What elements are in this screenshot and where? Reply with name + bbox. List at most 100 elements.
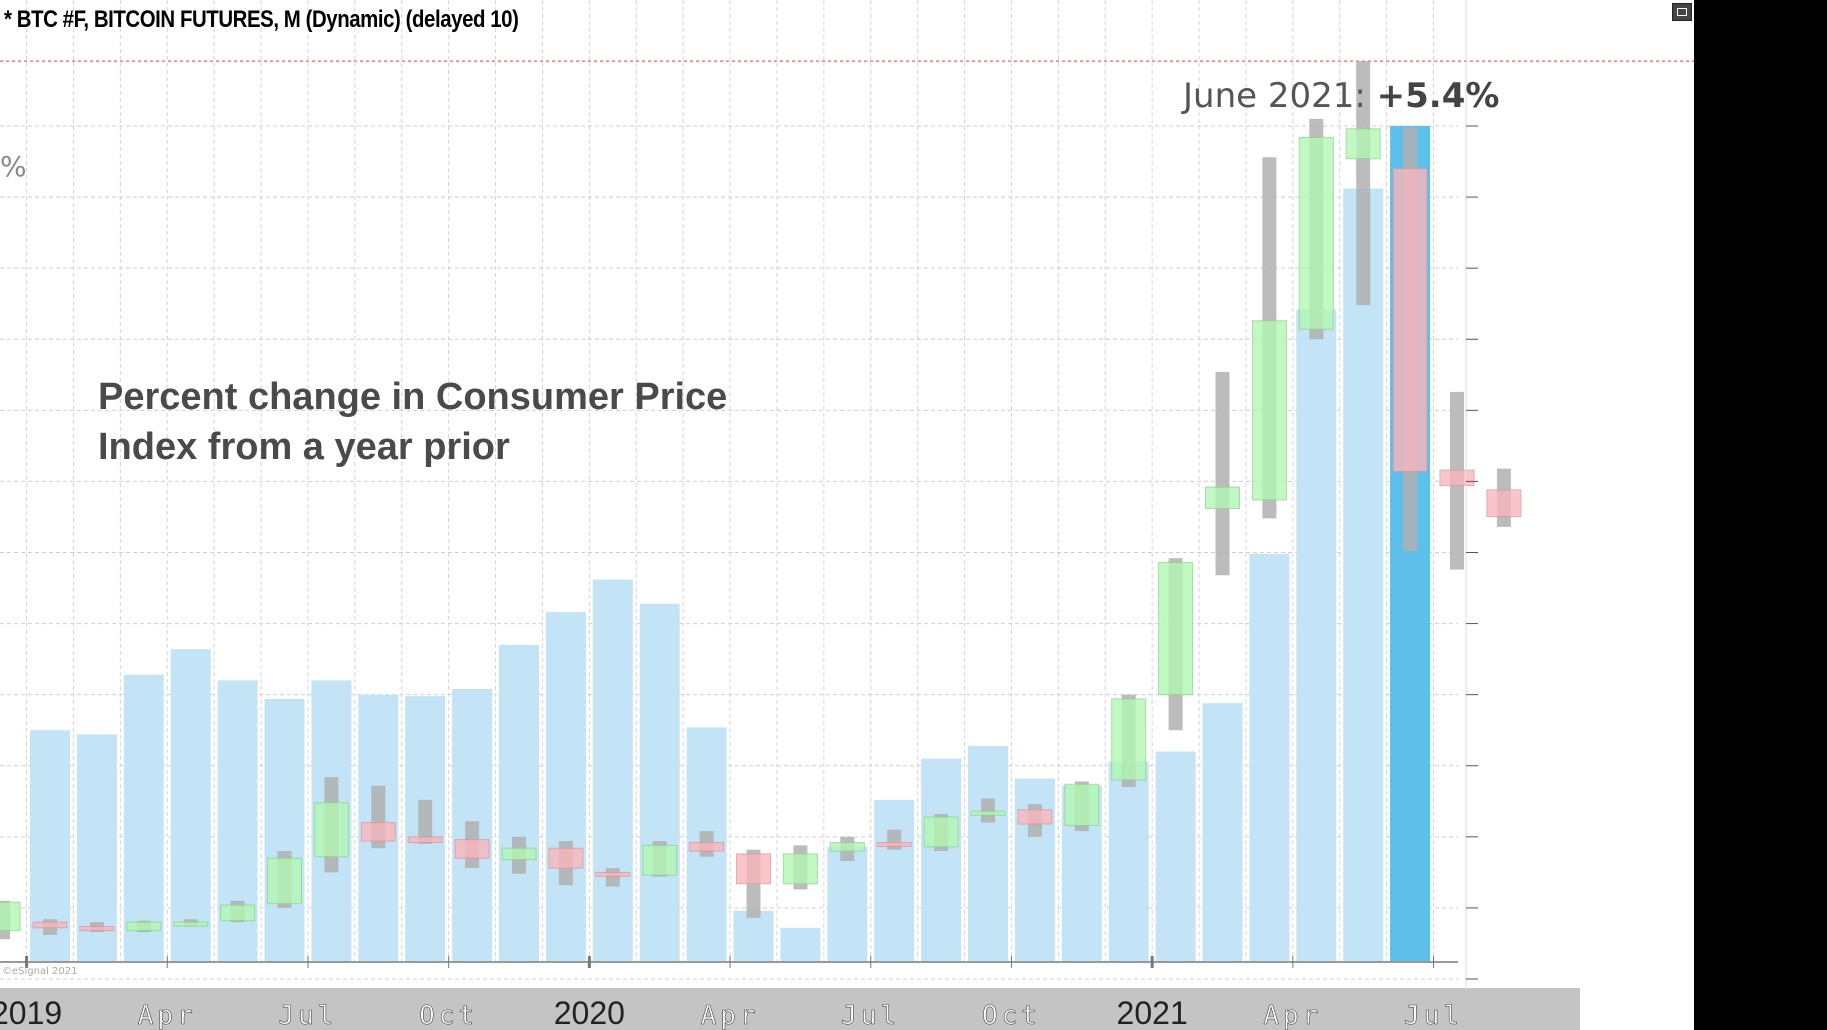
candle-2020-12 xyxy=(1111,694,1147,788)
candle-body-up xyxy=(829,842,865,852)
candle-body-up xyxy=(1298,136,1334,330)
cpi-annotation: Percent change in Consumer Price Index f… xyxy=(98,372,727,472)
candle-2019-06 xyxy=(267,851,302,908)
x-tick-label: Jul xyxy=(1404,1001,1463,1030)
candle-body-up xyxy=(220,904,256,922)
candle-wick xyxy=(605,868,620,887)
candle-2019-09 xyxy=(407,799,443,844)
candle-body-down xyxy=(548,847,584,869)
candle-2019-08 xyxy=(360,785,396,849)
candle-2019-02 xyxy=(79,922,115,933)
candle-body-down xyxy=(1392,168,1428,472)
cpi-bar-2020-12 xyxy=(1108,761,1149,962)
candle-body-up xyxy=(1158,561,1194,696)
candle-body-up xyxy=(501,847,537,861)
candle-body-down xyxy=(689,842,725,852)
callout-label: June 2021: xyxy=(1183,76,1377,116)
cpi-bar-2020-04 xyxy=(733,910,774,962)
candle-2021-04 xyxy=(1298,118,1334,340)
candle-body-up xyxy=(923,816,959,848)
candle-body-down xyxy=(736,853,771,885)
candle-2019-11 xyxy=(501,836,537,874)
candle-2020-11 xyxy=(1064,781,1100,832)
x-axis-band xyxy=(0,988,1580,1030)
june-2021-callout: June 2021: +5.4% xyxy=(1183,76,1499,116)
restore-window-icon[interactable] xyxy=(1672,3,1692,21)
candle-body-up xyxy=(1205,486,1240,509)
candle-2019-10 xyxy=(454,821,490,869)
candle-body-up xyxy=(267,857,302,905)
candle-2021-05 xyxy=(1345,61,1381,306)
candle-2021-07 xyxy=(1439,391,1475,570)
candle-2019-12 xyxy=(548,841,584,886)
candle-body-down xyxy=(32,921,68,929)
candle-body-down xyxy=(1017,809,1053,825)
candle-body-up xyxy=(0,901,21,932)
cpi-bar-2020-05 xyxy=(780,927,821,962)
candle-2018-12 xyxy=(0,900,21,940)
x-tick-label: Oct xyxy=(982,1001,1041,1030)
candle-wick xyxy=(981,798,995,823)
candle-2020-02 xyxy=(642,841,678,877)
candle-2020-01 xyxy=(595,868,631,887)
cpi-bar-2019-12 xyxy=(545,612,586,962)
candle-2019-05 xyxy=(220,900,256,923)
candle-2020-10 xyxy=(1017,804,1053,837)
candle-2020-07 xyxy=(876,829,912,850)
candle-body-up xyxy=(1345,128,1381,160)
cpi-bar-2021-03 xyxy=(1249,553,1290,962)
candle-body-down xyxy=(1486,489,1522,518)
cpi-bar-2020-06 xyxy=(827,846,868,962)
x-tick-label: Apr xyxy=(701,1001,760,1030)
callout-value: +5.4% xyxy=(1376,76,1500,116)
cpi-bar-2021-05 xyxy=(1343,188,1384,962)
cpi-bar-2019-04 xyxy=(170,649,211,962)
candle-body-down xyxy=(407,836,443,844)
cpi-bar-2021-01 xyxy=(1155,751,1196,962)
cpi-bar-2021-02 xyxy=(1202,703,1243,962)
percent-symbol: % xyxy=(0,150,27,183)
cpi-bar-2019-11 xyxy=(499,644,539,962)
candle-body-up xyxy=(970,810,1006,816)
candle-body-up xyxy=(1251,320,1287,501)
x-tick-label: 2019 xyxy=(0,995,62,1030)
x-tick-label: Apr xyxy=(1263,1001,1322,1030)
cpi-bar-2020-07 xyxy=(874,799,915,962)
x-tick-label: Oct xyxy=(419,1001,478,1030)
candle-wick xyxy=(1215,371,1230,576)
candle-body-down xyxy=(360,822,396,842)
candle-2020-04 xyxy=(736,849,771,918)
chart-title: * BTC #F, BITCOIN FUTURES, M (Dynamic) (… xyxy=(4,6,519,33)
cpi-bar-2019-03 xyxy=(123,674,164,962)
candle-body-up xyxy=(1064,783,1100,826)
candle-2020-05 xyxy=(782,845,818,890)
candle-2019-07 xyxy=(313,777,349,873)
x-axis: 2019 Apr Jul Oct 2020 Apr Jul Oct 2021 Apr Jul xyxy=(0,956,1580,1030)
copyright-text: ©eSignal 2021 xyxy=(2,966,78,977)
candle-2021-02 xyxy=(1205,371,1240,576)
x-tick-label: Apr xyxy=(138,1001,197,1030)
candle-body-up xyxy=(173,921,209,927)
candle-body-down xyxy=(79,925,115,932)
candle-body-up xyxy=(313,802,349,858)
x-tick-label: 2020 xyxy=(554,995,625,1030)
candle-2021-03 xyxy=(1251,157,1287,519)
candle-body-down xyxy=(454,839,490,859)
cpi-bar-2020-08 xyxy=(921,758,962,962)
candle-wick xyxy=(418,799,433,844)
candle-body-down xyxy=(876,842,912,848)
candle-2020-03 xyxy=(689,831,725,857)
annotation-line-1: Percent change in Consumer Price xyxy=(98,376,728,418)
candle-2021-08 xyxy=(1486,468,1522,527)
candle-2019-01 xyxy=(32,919,68,935)
x-tick-label: Jul xyxy=(841,1001,900,1030)
candle-2021-01 xyxy=(1158,558,1194,731)
candle-body-down xyxy=(595,871,631,877)
candle-2021-06 xyxy=(1392,127,1428,552)
candle-2019-04 xyxy=(173,919,209,927)
candle-wick xyxy=(1356,61,1371,306)
x-tick-label: Jul xyxy=(278,1001,337,1030)
candle-body-up xyxy=(642,844,678,876)
right-side-panel xyxy=(1694,0,1827,1030)
